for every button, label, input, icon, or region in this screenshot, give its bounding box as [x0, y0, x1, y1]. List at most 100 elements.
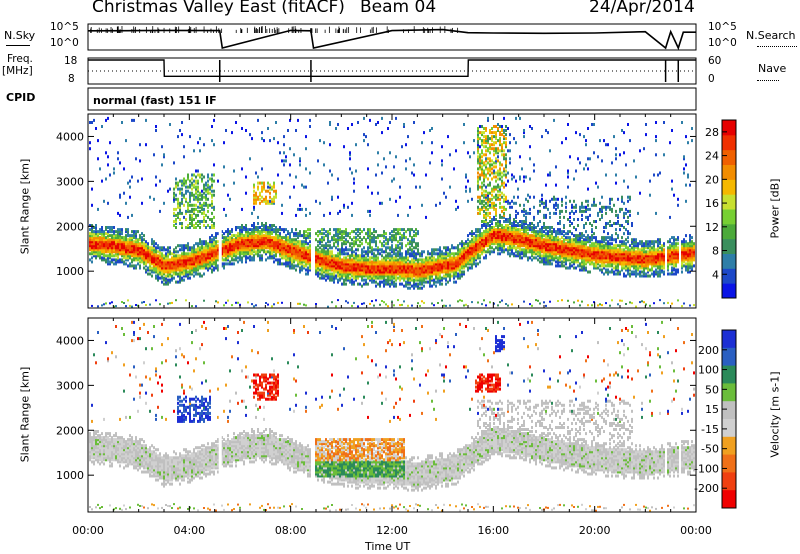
heatmap-cell: [221, 234, 223, 238]
heatmap-cell: [251, 240, 253, 244]
heatmap-cell: [189, 276, 191, 280]
heatmap-cell: [213, 256, 215, 260]
heatmap-cell: [395, 248, 397, 252]
heatmap-cell: [173, 270, 175, 274]
heatmap-cell: [257, 185, 259, 189]
heatmap-cell: [413, 274, 415, 278]
heatmap-cell: [335, 238, 337, 242]
heatmap-cell: [449, 248, 451, 252]
heatmap-cell: [135, 240, 137, 244]
heatmap-cell: [197, 213, 199, 217]
heatmap-cell: [253, 248, 255, 252]
heatmap-cell: [309, 234, 311, 238]
heatmap-cell: [345, 260, 347, 264]
heatmap-cell: [185, 268, 187, 272]
heatmap-cell: [179, 187, 181, 191]
heatmap-cell: [391, 270, 393, 274]
heatmap-cell: [301, 262, 303, 266]
heatmap-cell: [495, 230, 497, 234]
heatmap-cell: [507, 230, 509, 234]
heatmap-cell: [471, 266, 473, 270]
heatmap-cell: [359, 228, 361, 232]
heatmap-cell: [351, 248, 353, 252]
heatmap-cell: [261, 224, 263, 227]
heatmap-cell: [485, 244, 487, 248]
heatmap-cell: [395, 199, 397, 203]
heatmap-cell: [485, 236, 487, 240]
heatmap-cell: [327, 230, 329, 234]
heatmap-cell: [261, 230, 263, 234]
heatmap-cell: [505, 169, 507, 173]
heatmap-cell: [459, 276, 461, 280]
heatmap-cell: [469, 187, 471, 191]
heatmap-cell: [277, 173, 279, 177]
heatmap-cell: [191, 262, 193, 266]
heatmap-cell: [183, 258, 185, 262]
heatmap-cell: [195, 207, 197, 211]
heatmap-cell: [413, 282, 415, 286]
heatmap-cell: [137, 230, 139, 234]
heatmap-cell: [369, 272, 371, 276]
heatmap-cell: [91, 248, 93, 252]
heatmap-cell: [499, 246, 501, 250]
heatmap-cell: [173, 264, 175, 268]
heatmap-cell: [513, 220, 515, 223]
heatmap-cell: [265, 197, 267, 201]
heatmap-cell: [507, 218, 509, 221]
heatmap-cell: [181, 272, 183, 276]
heatmap-cell: [393, 238, 395, 242]
heatmap-cell: [261, 242, 263, 246]
heatmap-cell: [523, 254, 525, 258]
heatmap-cell: [197, 254, 199, 258]
heatmap-cell: [181, 193, 183, 197]
heatmap-cell: [339, 230, 341, 234]
heatmap-cell: [335, 258, 337, 262]
heatmap-cell: [273, 303, 275, 306]
heatmap-cell: [217, 240, 219, 244]
heatmap-cell: [211, 248, 213, 252]
heatmap-cell: [211, 244, 213, 248]
heatmap-cell: [281, 159, 283, 163]
heatmap-cell: [383, 284, 385, 288]
heatmap-cell: [239, 226, 241, 229]
heatmap-cell: [203, 203, 205, 207]
heatmap-cell: [485, 218, 487, 221]
heatmap-cell: [489, 183, 491, 187]
heatmap-cell: [179, 248, 181, 252]
heatmap-cell: [189, 260, 191, 264]
heatmap-cell: [303, 266, 305, 270]
heatmap-cell: [185, 199, 187, 203]
heatmap-cell: [109, 250, 111, 254]
heatmap-cell: [327, 236, 329, 240]
heatmap-cell: [149, 264, 151, 268]
heatmap-cell: [481, 151, 483, 155]
heatmap-cell: [183, 278, 185, 282]
heatmap-cell: [169, 252, 171, 256]
heatmap-cell: [299, 256, 301, 260]
heatmap-cell: [507, 226, 509, 229]
heatmap-cell: [129, 254, 131, 258]
heatmap-cell: [181, 133, 183, 137]
heatmap-cell: [289, 258, 291, 262]
heatmap-cell: [513, 230, 515, 234]
heatmap-cell: [349, 167, 351, 171]
heatmap-cell: [193, 226, 195, 229]
heatmap-cell: [327, 244, 329, 248]
heatmap-cell: [465, 240, 467, 244]
heatmap-cell: [187, 260, 189, 264]
heatmap-cell: [433, 304, 435, 307]
heatmap-cell: [159, 256, 161, 260]
heatmap-cell: [169, 187, 171, 191]
heatmap-cell: [153, 153, 155, 157]
heatmap-cell: [225, 213, 227, 217]
heatmap-cell: [441, 268, 443, 272]
heatmap-cell: [251, 246, 253, 250]
heatmap-cell: [125, 254, 127, 258]
heatmap-cell: [499, 248, 501, 252]
heatmap-cell: [107, 254, 109, 258]
heatmap-cell: [489, 242, 491, 246]
heatmap-cell: [521, 252, 523, 256]
heatmap-cell: [231, 254, 233, 258]
heatmap-cell: [117, 250, 119, 254]
heatmap-cell: [173, 276, 175, 280]
